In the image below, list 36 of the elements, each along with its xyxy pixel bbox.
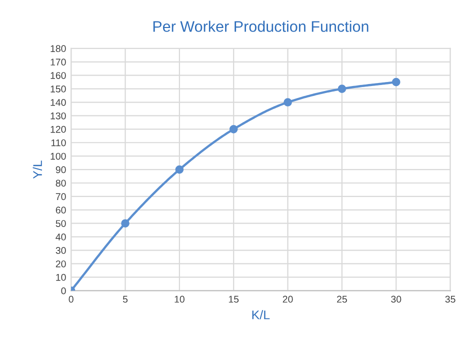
point (175, 165, 184, 174)
point (229, 125, 238, 134)
x-tick-label: 25 (337, 296, 347, 303)
x-tick-label: 20 (282, 296, 293, 303)
y-axis-title: Y/L (32, 160, 42, 179)
y-tick-label: 180 (50, 45, 66, 52)
y-tick-label: 80 (56, 180, 66, 187)
x-axis-title: K/L (252, 310, 270, 320)
y-tick-label: 90 (56, 166, 66, 174)
y-tick-label: 100 (50, 152, 66, 160)
y-tick-label: 110 (51, 139, 66, 146)
point (121, 219, 130, 228)
y-tick-label: 0 (61, 287, 66, 294)
x-tick-label: 30 (391, 296, 402, 303)
point (392, 78, 400, 86)
chart-title: Per Worker Production Function (153, 20, 368, 32)
y-tick-label: 30 (56, 247, 66, 254)
x-tick-label: 35 (445, 296, 456, 303)
y-tick-label: 70 (56, 193, 66, 200)
point (284, 98, 292, 106)
x-tick-label: 0 (68, 296, 74, 303)
y-tick-label: 140 (50, 98, 66, 106)
x-tick-label: 5 (122, 296, 128, 303)
x-tick-label: 10 (174, 296, 184, 303)
point (338, 84, 346, 93)
y-tick-label: 120 (50, 126, 66, 133)
y-tick-label: 170 (50, 58, 66, 66)
y-tick-label: 150 (50, 86, 66, 92)
y-tick-label: 20 (56, 260, 66, 268)
y-tick-label: 40 (56, 234, 66, 240)
y-tick-label: 10 (56, 274, 66, 281)
y-tick-label: 60 (56, 206, 66, 214)
y-tick-label: 130 (50, 112, 66, 120)
y-tick-label: 160 (50, 72, 66, 79)
x-tick-label: 15 (228, 296, 239, 303)
y-tick-label: 50 (56, 220, 66, 227)
